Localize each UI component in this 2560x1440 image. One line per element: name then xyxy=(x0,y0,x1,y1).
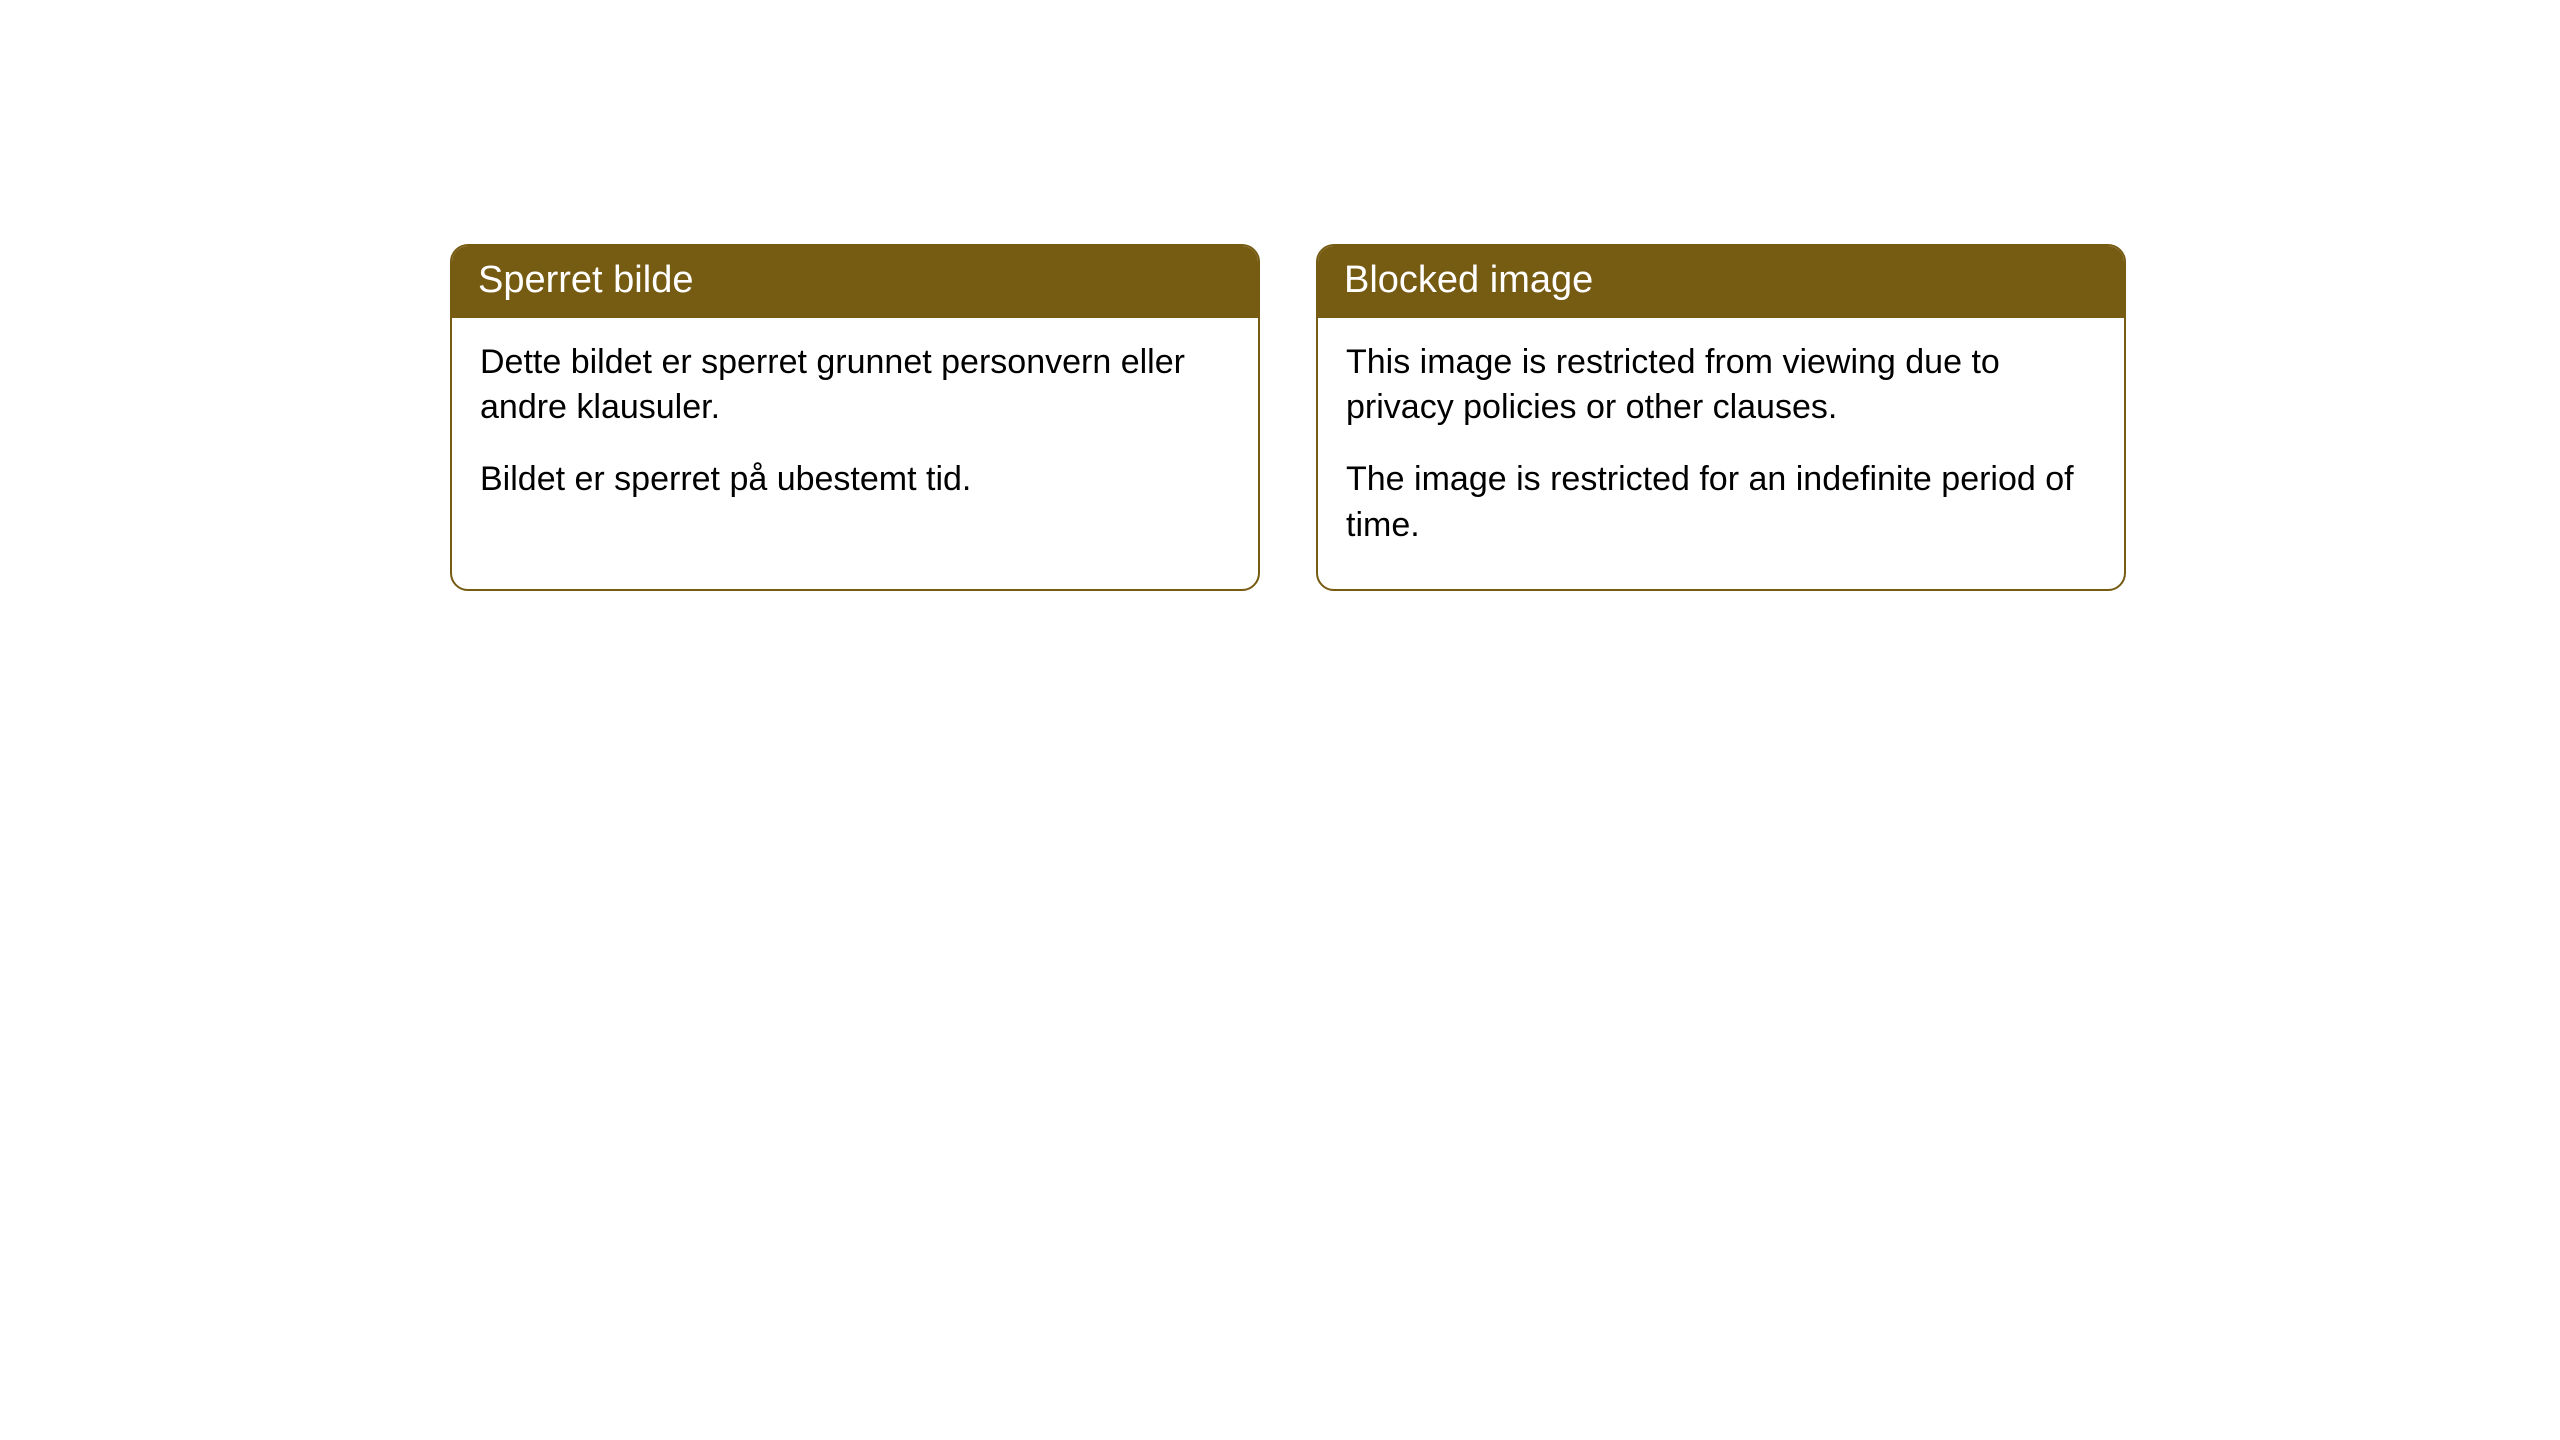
card-body: This image is restricted from viewing du… xyxy=(1318,318,2124,590)
card-paragraph: Bildet er sperret på ubestemt tid. xyxy=(480,457,1230,503)
card-header: Blocked image xyxy=(1318,246,2124,318)
notice-card-norwegian: Sperret bilde Dette bildet er sperret gr… xyxy=(450,244,1260,591)
card-paragraph: This image is restricted from viewing du… xyxy=(1346,340,2096,432)
card-paragraph: Dette bildet er sperret grunnet personve… xyxy=(480,340,1230,432)
card-header: Sperret bilde xyxy=(452,246,1258,318)
notice-card-english: Blocked image This image is restricted f… xyxy=(1316,244,2126,591)
card-paragraph: The image is restricted for an indefinit… xyxy=(1346,457,2096,549)
notice-cards-container: Sperret bilde Dette bildet er sperret gr… xyxy=(450,244,2126,591)
card-body: Dette bildet er sperret grunnet personve… xyxy=(452,318,1258,544)
